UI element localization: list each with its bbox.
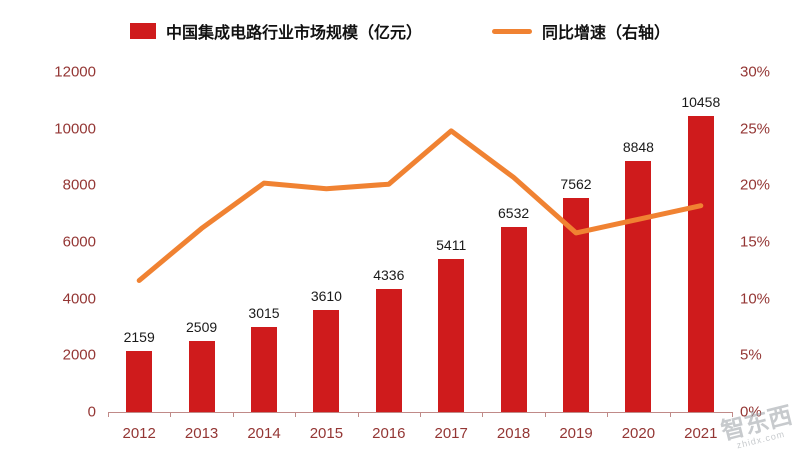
bar-series-label: 中国集成电路行业市场规模（亿元） <box>165 25 422 42</box>
growth-line-path <box>136 128 704 283</box>
x-axis-tick <box>420 412 421 417</box>
bar-value-label: 4336 <box>373 267 405 284</box>
right-axis-tick-label: 30% <box>740 63 771 81</box>
bar <box>251 326 277 412</box>
right-axis-tick-label: 20% <box>740 176 771 194</box>
bar-value-label: 2509 <box>186 318 218 335</box>
x-axis-tick <box>295 412 297 417</box>
bar-value-label: 7562 <box>560 175 592 192</box>
left-axis-tick-label: 4000 <box>62 290 96 308</box>
x-axis-tick <box>607 412 609 417</box>
x-axis-tick <box>170 412 172 417</box>
bar-value-label: 3610 <box>310 287 342 304</box>
x-axis-tick <box>482 412 484 417</box>
x-axis-tick <box>732 412 733 417</box>
x-axis-tick <box>108 412 109 417</box>
right-axis-tick-label: 10% <box>740 290 771 308</box>
legend: 中国集成电路行业市场规模（亿元） 同比增速（右轴） <box>0 16 800 46</box>
bar-value-label: 2159 <box>123 328 155 345</box>
bar-value-label: 5411 <box>436 236 467 253</box>
x-axis-tick <box>232 412 234 417</box>
x-axis-tick <box>669 412 671 417</box>
right-axis-tick-label: 0% <box>740 403 762 421</box>
x-axis-category-label: 2016 <box>372 425 406 442</box>
x-axis-tick <box>544 412 546 417</box>
bar-value-label: 6532 <box>498 204 530 221</box>
right-axis-tick-label: 15% <box>740 233 771 251</box>
legend-item-growth-rate: 同比增速（右轴） <box>492 19 670 43</box>
bar <box>563 197 589 412</box>
right-axis-tick-label: 25% <box>740 120 771 138</box>
left-axis-tick-label: 2000 <box>62 346 96 364</box>
left-axis-tick-label: 12000 <box>54 63 96 81</box>
left-axis-tick-label: 0 <box>87 403 96 421</box>
legend-item-market-size: 中国集成电路行业市场规模（亿元） <box>129 19 422 43</box>
x-axis-category-label: 2021 <box>684 425 718 442</box>
bar <box>313 309 340 412</box>
bar-value-label: 8848 <box>622 139 654 156</box>
x-axis-category-label: 2020 <box>621 425 656 442</box>
bar <box>438 258 465 412</box>
left-axis-tick-label: 6000 <box>62 233 96 251</box>
bar <box>625 161 652 412</box>
bar-value-label: 3015 <box>248 304 280 321</box>
bar-series-swatch <box>129 23 156 39</box>
x-axis-category-label: 2018 <box>496 425 531 442</box>
x-axis-category-label: 2015 <box>309 425 344 442</box>
x-axis-category-label: 2019 <box>559 425 593 442</box>
line-series-label: 同比增速（右轴） <box>542 25 671 42</box>
right-axis-tick-label: 5% <box>740 346 762 364</box>
bar <box>375 289 402 412</box>
x-axis-tick <box>357 412 359 417</box>
bar <box>126 350 153 412</box>
x-axis-category-label: 2012 <box>122 425 156 442</box>
line-series-swatch <box>492 28 532 34</box>
bar <box>500 226 527 412</box>
x-axis-category-label: 2014 <box>247 425 281 442</box>
left-axis-tick-label: 10000 <box>54 120 96 138</box>
x-axis-category-label: 2013 <box>184 425 219 442</box>
left-axis-tick-label: 8000 <box>62 176 96 194</box>
x-axis-category-label: 2017 <box>434 425 468 442</box>
bar <box>687 115 714 412</box>
bar <box>188 340 215 412</box>
bar-value-label: 10458 <box>681 93 721 110</box>
